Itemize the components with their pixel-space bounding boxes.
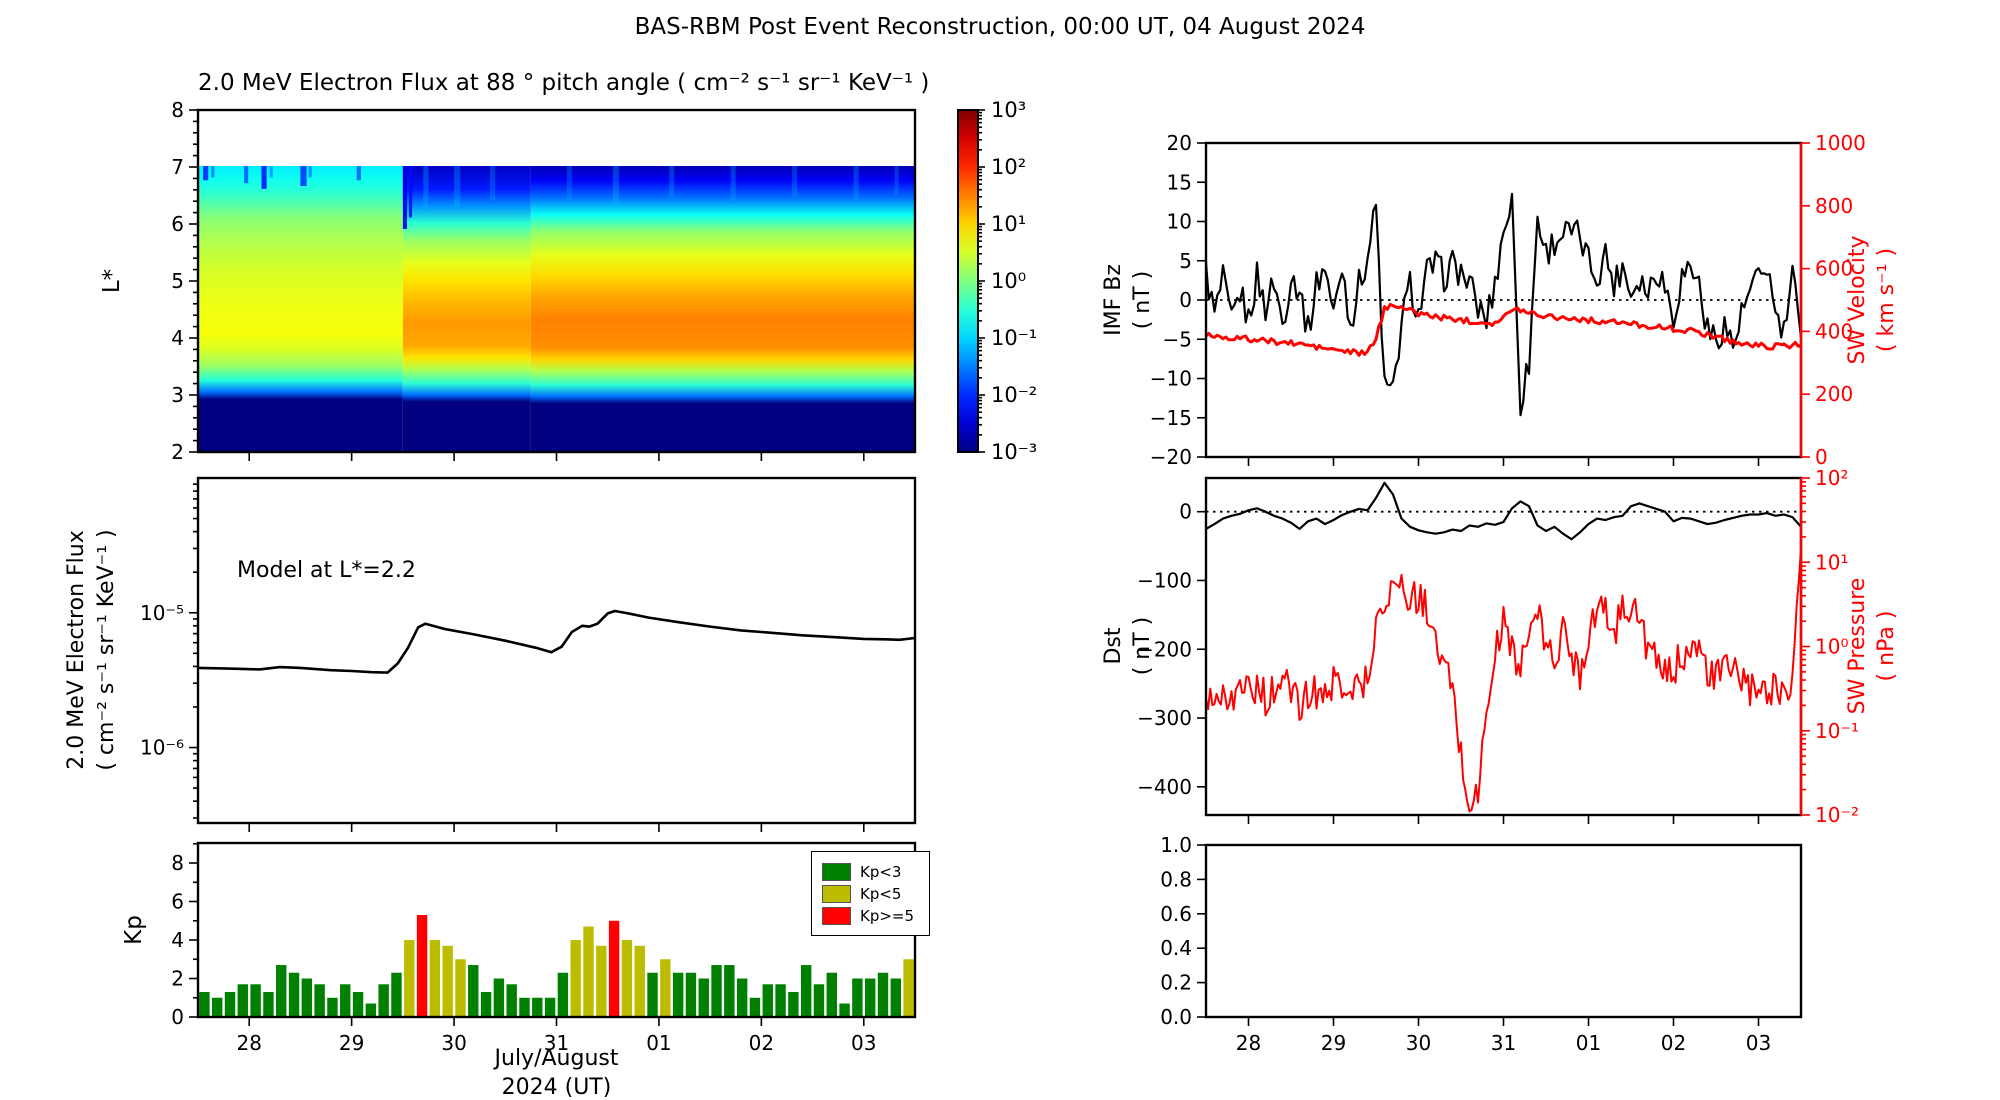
svg-text:8: 8 [171, 98, 184, 122]
imf-bz-axis-label: IMF Bz ( nT ) [1101, 264, 1155, 336]
svg-text:30: 30 [441, 1031, 466, 1055]
svg-text:10⁻⁶: 10⁻⁶ [140, 736, 184, 760]
kp-legend: Kp<3 Kp<5 Kp>=5 [811, 851, 930, 936]
svg-text:0.8: 0.8 [1160, 867, 1192, 891]
svg-text:0: 0 [1815, 445, 1828, 469]
svg-text:0.0: 0.0 [1160, 1005, 1192, 1029]
svg-text:2: 2 [171, 440, 184, 464]
svg-text:28: 28 [1236, 1031, 1261, 1055]
legend-row-kp-lt3: Kp<3 [822, 863, 921, 881]
sw-velocity-axis-label: SW Velocity ( km s⁻¹ ) [1845, 235, 1899, 365]
svg-text:8: 8 [171, 851, 184, 875]
svg-text:02: 02 [1661, 1031, 1686, 1055]
svg-text:3: 3 [171, 383, 184, 407]
kp-axis-label: Kp [121, 915, 147, 945]
spectrogram-title: 2.0 MeV Electron Flux at 88 ° pitch angl… [198, 70, 930, 96]
svg-text:2: 2 [171, 967, 184, 991]
svg-text:29: 29 [1321, 1031, 1346, 1055]
svg-text:10⁻²: 10⁻² [991, 383, 1037, 407]
svg-text:−15: −15 [1150, 406, 1192, 430]
legend-swatch-red [822, 907, 851, 925]
legend-label: Kp<5 [860, 885, 902, 903]
svg-text:600: 600 [1815, 257, 1853, 281]
svg-text:200: 200 [1815, 382, 1853, 406]
svg-text:01: 01 [646, 1031, 671, 1055]
main-title: BAS-RBM Post Event Reconstruction, 00:00… [634, 14, 1366, 40]
svg-text:4: 4 [171, 326, 184, 350]
svg-text:10⁻²: 10⁻² [1815, 803, 1859, 827]
svg-text:1.0: 1.0 [1160, 833, 1192, 857]
svg-text:28: 28 [236, 1031, 261, 1055]
svg-text:10¹: 10¹ [1815, 550, 1848, 574]
svg-text:10²: 10² [991, 155, 1026, 179]
svg-text:10: 10 [1167, 210, 1192, 234]
flux-axis-label: 2.0 MeV Electron Flux ( cm⁻² s⁻¹ sr⁻¹ Ke… [62, 529, 122, 770]
svg-text:0: 0 [1179, 288, 1192, 312]
svg-text:10²: 10² [1815, 466, 1848, 490]
svg-text:800: 800 [1815, 194, 1853, 218]
sw-pressure-axis-label: SW Pressure ( nPa ) [1845, 577, 1899, 715]
svg-text:6: 6 [171, 890, 184, 914]
svg-text:10³: 10³ [991, 98, 1026, 122]
svg-text:15: 15 [1167, 170, 1192, 194]
svg-text:−300: −300 [1137, 706, 1192, 730]
svg-text:0: 0 [171, 1005, 184, 1029]
legend-swatch-green [822, 863, 851, 881]
svg-text:5: 5 [171, 269, 184, 293]
svg-text:−5: −5 [1163, 327, 1192, 351]
svg-text:01: 01 [1576, 1031, 1601, 1055]
svg-text:10⁰: 10⁰ [991, 269, 1026, 293]
svg-text:20: 20 [1167, 131, 1192, 155]
svg-text:02: 02 [749, 1031, 774, 1055]
flux-axis-label-line2: ( cm⁻² s⁻¹ sr⁻¹ KeV⁻¹ ) [94, 529, 119, 771]
svg-text:7: 7 [171, 155, 184, 179]
svg-text:1000: 1000 [1815, 131, 1866, 155]
svg-text:4: 4 [171, 928, 184, 952]
legend-row-kp-lt5: Kp<5 [822, 885, 921, 903]
svg-text:31: 31 [1491, 1031, 1516, 1055]
svg-text:0.6: 0.6 [1160, 902, 1192, 926]
svg-text:−200: −200 [1137, 637, 1192, 661]
left-xaxis-label: July/August 2024 (UT) [198, 1044, 915, 1100]
lstar-axis-label: L* [99, 268, 125, 294]
svg-text:5: 5 [1179, 249, 1192, 273]
svg-text:10⁻³: 10⁻³ [991, 440, 1037, 464]
left-xaxis-label-line1: July/August [494, 1046, 619, 1071]
svg-text:0.2: 0.2 [1160, 971, 1192, 995]
svg-text:03: 03 [1746, 1031, 1771, 1055]
svg-text:03: 03 [851, 1031, 876, 1055]
svg-text:6: 6 [171, 212, 184, 236]
svg-text:0.4: 0.4 [1160, 936, 1192, 960]
svg-text:−20: −20 [1150, 445, 1192, 469]
left-xaxis-label-line2: 2024 (UT) [501, 1075, 612, 1100]
svg-text:10⁻⁵: 10⁻⁵ [140, 601, 184, 625]
legend-row-kp-ge5: Kp>=5 [822, 907, 921, 925]
legend-label: Kp<3 [860, 863, 902, 881]
svg-text:−100: −100 [1137, 568, 1192, 592]
svg-text:0: 0 [1179, 500, 1192, 524]
svg-text:10¹: 10¹ [991, 212, 1026, 236]
svg-text:400: 400 [1815, 319, 1853, 343]
svg-text:−400: −400 [1137, 775, 1192, 799]
svg-text:31: 31 [544, 1031, 569, 1055]
svg-text:10⁰: 10⁰ [1815, 635, 1848, 659]
svg-text:−10: −10 [1150, 367, 1192, 391]
svg-text:30: 30 [1406, 1031, 1431, 1055]
model-annotation: Model at L*=2.2 [237, 558, 416, 583]
svg-text:29: 29 [339, 1031, 364, 1055]
legend-label: Kp>=5 [860, 907, 915, 925]
svg-text:10⁻¹: 10⁻¹ [991, 326, 1037, 350]
dst-axis-label: Dst ( nT ) [1101, 616, 1155, 676]
flux-axis-label-line1: 2.0 MeV Electron Flux [64, 530, 89, 770]
svg-text:10⁻¹: 10⁻¹ [1815, 719, 1859, 743]
legend-swatch-yellow [822, 885, 851, 903]
